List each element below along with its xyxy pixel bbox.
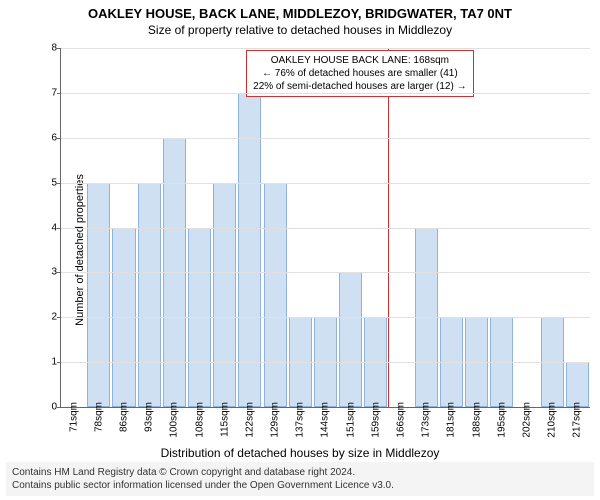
y-tick-mark: [57, 407, 61, 408]
gridline: [61, 48, 590, 49]
plot-area: 71sqm78sqm86sqm93sqm100sqm108sqm115sqm12…: [60, 48, 590, 408]
bar: [339, 272, 362, 407]
y-tick-mark: [57, 362, 61, 363]
x-tick-label: 93sqm: [144, 402, 155, 432]
y-tick-mark: [57, 183, 61, 184]
x-tick-label: 195sqm: [496, 402, 507, 438]
y-tick-mark: [57, 272, 61, 273]
x-tick-label: 78sqm: [93, 402, 104, 432]
gridline: [61, 362, 590, 363]
annotation-box: OAKLEY HOUSE BACK LANE: 168sqm ← 76% of …: [246, 50, 473, 97]
y-tick-label: 2: [41, 312, 57, 323]
x-tick-label: 217sqm: [572, 402, 583, 438]
bar: [87, 183, 110, 407]
y-tick-mark: [57, 48, 61, 49]
gridline: [61, 317, 590, 318]
y-tick-label: 4: [41, 222, 57, 233]
x-tick-label: 122sqm: [244, 402, 255, 438]
x-tick-label: 151sqm: [345, 402, 356, 438]
x-tick-label: 188sqm: [471, 402, 482, 438]
annotation-line3: 22% of semi-detached houses are larger (…: [253, 80, 466, 93]
gridline: [61, 138, 590, 139]
x-tick-label: 129sqm: [270, 402, 281, 438]
x-tick-label: 100sqm: [169, 402, 180, 438]
x-tick-label: 181sqm: [446, 402, 457, 438]
y-tick-mark: [57, 228, 61, 229]
y-tick-mark: [57, 93, 61, 94]
annotation-line1: OAKLEY HOUSE BACK LANE: 168sqm: [253, 54, 466, 67]
y-tick-label: 0: [41, 402, 57, 413]
x-tick-label: 202sqm: [521, 402, 532, 438]
x-tick-label: 115sqm: [219, 402, 230, 437]
y-tick-label: 5: [41, 177, 57, 188]
y-tick-label: 7: [41, 87, 57, 98]
gridline: [61, 228, 590, 229]
x-axis-label: Distribution of detached houses by size …: [0, 446, 600, 460]
y-tick-mark: [57, 138, 61, 139]
chart-title-line1: OAKLEY HOUSE, BACK LANE, MIDDLEZOY, BRID…: [0, 6, 600, 21]
y-tick-label: 3: [41, 267, 57, 278]
footer-line1: Contains HM Land Registry data © Crown c…: [12, 466, 588, 479]
gridline: [61, 272, 590, 273]
annotation-line2: ← 76% of detached houses are smaller (41…: [253, 67, 466, 80]
x-tick-label: 86sqm: [118, 402, 129, 432]
x-tick-label: 173sqm: [421, 402, 432, 438]
x-tick-label: 166sqm: [396, 402, 407, 438]
footer-line2: Contains public sector information licen…: [12, 479, 588, 492]
x-tick-label: 71sqm: [68, 402, 79, 432]
bar: [238, 93, 261, 407]
gridline: [61, 183, 590, 184]
chart-area: 71sqm78sqm86sqm93sqm100sqm108sqm115sqm12…: [34, 48, 590, 408]
y-tick-label: 8: [41, 43, 57, 54]
bar: [566, 362, 589, 407]
bar: [138, 183, 161, 407]
x-tick-label: 137sqm: [295, 402, 306, 438]
x-tick-label: 159sqm: [370, 402, 381, 438]
x-tick-label: 108sqm: [194, 402, 205, 438]
y-tick-label: 6: [41, 132, 57, 143]
y-tick-label: 1: [41, 357, 57, 368]
gridline: [61, 93, 590, 94]
bar: [264, 183, 287, 407]
x-tick-label: 144sqm: [320, 402, 331, 438]
chart-title-line2: Size of property relative to detached ho…: [0, 23, 600, 37]
bar: [213, 183, 236, 407]
footer: Contains HM Land Registry data © Crown c…: [6, 462, 594, 496]
y-tick-mark: [57, 317, 61, 318]
x-tick-label: 210sqm: [547, 402, 558, 438]
